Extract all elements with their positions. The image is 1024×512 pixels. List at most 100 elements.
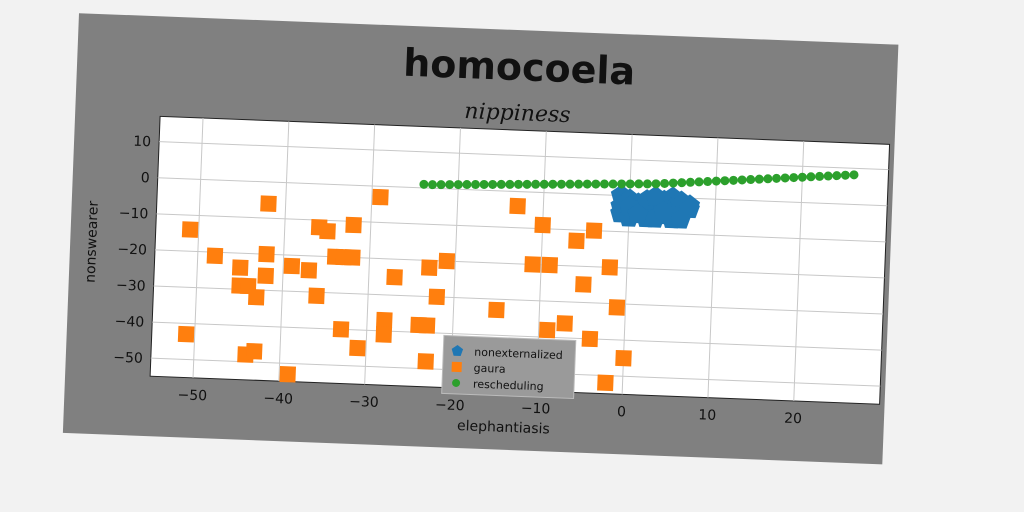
gaura-point <box>421 259 438 276</box>
rescheduling-point <box>806 172 816 182</box>
gaura-point <box>247 288 265 306</box>
x-axis-label: elephantiasis <box>457 418 550 438</box>
y-grid-line <box>153 285 884 315</box>
rescheduling-point <box>591 179 601 189</box>
figure-suptitle: homocoela <box>403 41 636 94</box>
rescheduling-point <box>728 175 738 185</box>
rescheduling-point <box>599 179 609 189</box>
legend-marker-nonexternalized <box>451 344 464 357</box>
rescheduling-point <box>479 179 489 189</box>
rescheduling-point <box>754 174 764 184</box>
x-grid-line <box>192 118 204 378</box>
legend-box <box>441 334 577 399</box>
rescheduling-point <box>548 179 558 189</box>
y-tick-label: 0 <box>140 170 150 186</box>
x-tick-label: 0 <box>617 404 627 420</box>
nonexternalized-point <box>670 208 691 229</box>
rescheduling-point <box>445 180 455 190</box>
gaura-point <box>568 232 585 250</box>
gaura-point <box>585 222 603 239</box>
rescheduling-point <box>513 179 523 189</box>
gaura-point <box>417 353 435 370</box>
axes-title: nippiness <box>464 99 571 128</box>
rescheduling-point <box>668 178 678 188</box>
rescheduling-point <box>711 176 721 186</box>
y-tick-label: −10 <box>118 205 148 222</box>
rescheduling-point <box>453 180 463 190</box>
y-grid-line <box>152 321 882 351</box>
rescheduling-point <box>462 180 472 190</box>
gaura-point <box>524 256 541 273</box>
gaura-point <box>283 257 301 275</box>
x-grid-line <box>364 124 376 385</box>
gaura-point <box>438 252 456 270</box>
rescheduling-point <box>642 179 652 189</box>
y-tick-label: 10 <box>133 134 151 151</box>
gaura-point <box>597 374 614 392</box>
y-grid-line <box>154 249 885 279</box>
gaura-point <box>575 276 592 293</box>
x-tick-label: −20 <box>435 397 465 414</box>
gaura-point <box>375 326 393 343</box>
gaura-point <box>308 287 325 305</box>
rescheduling-point <box>625 179 635 189</box>
gaura-point <box>601 259 619 276</box>
rescheduling-point <box>436 180 446 190</box>
series-gaura <box>177 188 632 392</box>
x-grid-line <box>793 141 805 401</box>
x-grid-line <box>278 121 290 382</box>
rescheduling-point <box>772 173 782 183</box>
rescheduling-point <box>634 179 644 189</box>
rescheduling-point <box>737 175 747 185</box>
rescheduling-point <box>832 171 842 181</box>
y-grid-line <box>157 177 888 207</box>
rescheduling-point <box>849 170 859 180</box>
rescheduling-point <box>720 176 730 186</box>
legend-label-rescheduling: rescheduling <box>473 378 544 394</box>
gaura-point <box>257 267 275 285</box>
rescheduling-point <box>780 173 790 183</box>
gaura-point <box>181 221 199 238</box>
y-tick-labels: 10 0 −10 −20 −30 −40 −50 <box>113 134 151 367</box>
gaura-point <box>260 195 277 212</box>
gaura-point <box>534 216 551 234</box>
rescheduling-point <box>419 179 429 189</box>
y-axis-label: nonswearer <box>83 200 102 283</box>
rescheduling-point <box>617 179 627 189</box>
x-tick-labels: −50 −40 −30 −20 −10 0 10 20 <box>177 387 802 427</box>
gaura-point <box>177 325 195 343</box>
rescheduling-point <box>496 179 506 189</box>
x-tick-label: 20 <box>784 411 802 428</box>
gaura-point <box>258 245 275 263</box>
rescheduling-point <box>746 175 756 185</box>
rescheduling-point <box>428 180 438 190</box>
nonexternalized-point <box>653 200 675 221</box>
gaura-point <box>386 268 403 286</box>
y-grid-line <box>159 141 889 171</box>
legend-marker-gaura <box>451 361 462 373</box>
gaura-point <box>279 365 297 383</box>
gaura-point <box>608 299 626 316</box>
nonexternalized-point <box>627 203 649 224</box>
y-grid-line <box>156 213 886 243</box>
rescheduling-point <box>823 171 833 181</box>
gaura-point <box>556 315 573 332</box>
rescheduling-point <box>539 179 549 189</box>
y-tick-label: −30 <box>116 278 146 295</box>
gaura-point <box>541 256 559 274</box>
x-tick-label: −40 <box>263 391 293 408</box>
rescheduling-point <box>531 179 541 189</box>
data-marks <box>177 170 859 392</box>
gaura-point <box>349 339 366 357</box>
rescheduling-point <box>789 173 799 183</box>
rescheduling-point <box>470 180 480 190</box>
gaura-point <box>488 301 505 319</box>
gaura-point <box>345 216 362 234</box>
x-tick-label: −10 <box>521 400 551 417</box>
x-tick-label: −30 <box>349 394 379 411</box>
gaura-point <box>206 247 224 265</box>
gaura-point <box>509 197 526 215</box>
rescheduling-point <box>505 179 515 189</box>
